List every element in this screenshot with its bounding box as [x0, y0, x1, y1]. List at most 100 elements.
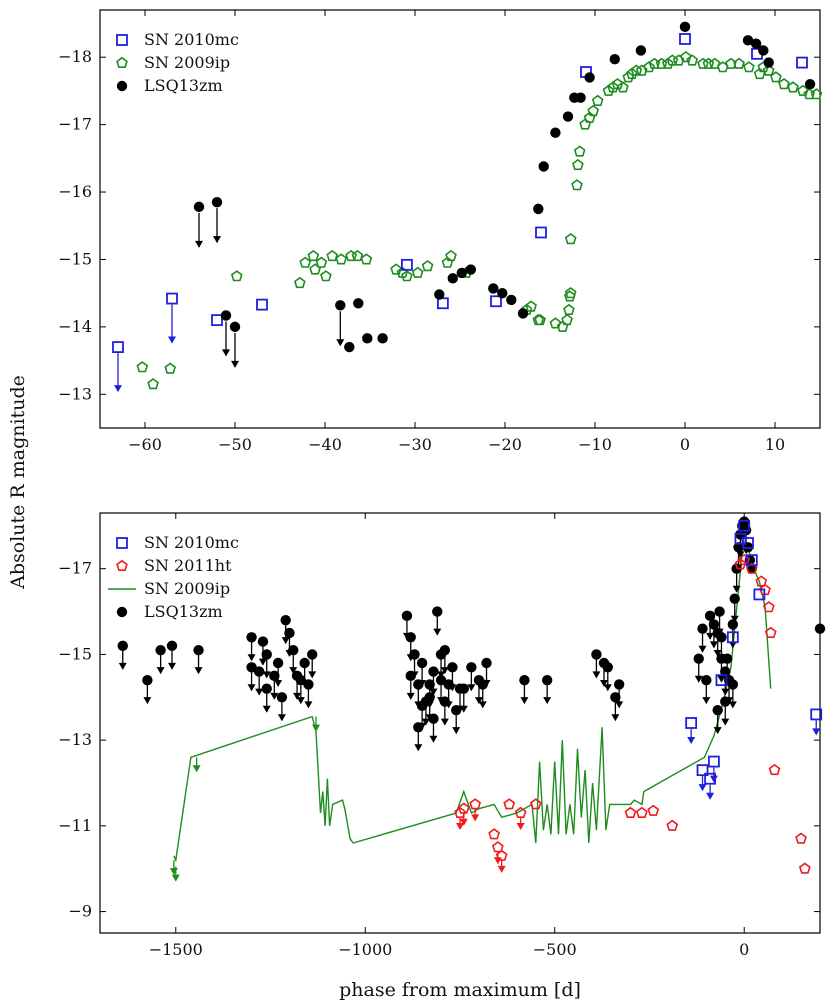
bottom-point-lsq13zm — [307, 649, 318, 660]
top-point-lsq13zm — [562, 111, 574, 122]
bottom-upper-limit-lsq13zm-head — [258, 658, 267, 666]
bottom-point-lsq13zm — [117, 640, 128, 652]
bottom-point-lsq13zm — [447, 662, 458, 673]
top-point-sn2009ip — [787, 81, 799, 93]
bottom-point-lsq13zm — [439, 644, 451, 656]
top-point-sn2009ip — [561, 313, 573, 326]
top-point-sn2009ip — [643, 61, 655, 73]
top-point-sn2009ip — [762, 64, 775, 76]
top-point-sn2009ip — [666, 54, 679, 66]
top-x-tick-label: −30 — [398, 435, 432, 454]
bottom-upper-limit-lsq13zm-head — [262, 705, 271, 713]
bottom-point-sn2010mc — [810, 708, 823, 721]
bottom-point-lsq13zm — [591, 649, 602, 660]
bottom-point-lsq13zm — [246, 632, 257, 643]
top-point-sn2009ip — [401, 270, 413, 282]
top-point-sn2009ip — [315, 256, 328, 268]
bottom-point-lsq13zm — [720, 696, 731, 707]
top-legend-label-lsq13zm: LSQ13zm — [144, 76, 223, 95]
top-x-tick-label: −20 — [488, 435, 522, 454]
top-point-sn2009ip — [635, 64, 648, 76]
bottom-point-lsq13zm — [405, 632, 416, 643]
bottom-upper-limit-lsq13zm-head — [143, 697, 152, 705]
top-point-sn2009ip — [525, 300, 537, 312]
bottom-point-lsq13zm — [727, 619, 739, 630]
bottom-point-sn2011ht — [764, 626, 777, 639]
top-point-sn2009ip — [611, 78, 624, 90]
bottom-point-lsq13zm — [432, 606, 443, 617]
y-axis-title: Absolute R magnitude — [7, 375, 29, 590]
top-point-sn2009ip — [662, 57, 674, 69]
bottom-point-lsq13zm — [701, 674, 712, 686]
bottom-upper-limit-lsq13zm-head — [277, 714, 286, 722]
bottom-plot-frame — [99, 512, 821, 934]
bottom-point-sn2010mc — [726, 631, 739, 644]
bottom-point-lsq13zm — [613, 679, 625, 690]
top-point-lsq13zm — [804, 78, 816, 90]
bottom-upper-limit-lsq13zm-head — [459, 705, 468, 713]
top-point-sn2009ip — [534, 313, 546, 326]
bottom-point-sn2011ht — [624, 806, 637, 819]
bottom-upper-limit-sn2010mc-head — [698, 784, 707, 792]
top-point-sn2010mc — [436, 297, 449, 310]
bottom-point-lsq13zm — [712, 704, 723, 716]
bottom-point-lsq13zm — [142, 674, 153, 686]
bottom-point-sn2011ht — [488, 828, 501, 840]
top-point-sn2009ip — [672, 54, 685, 66]
top-point-lsq13zm — [353, 298, 364, 309]
bottom-upper-limit-lsq13zm-head — [433, 628, 442, 636]
top-point-lsq13zm — [538, 161, 549, 172]
bottom-upper-limit-lsq13zm-head — [274, 680, 283, 687]
bottom-upper-limit-sn2010mc-head — [706, 792, 715, 800]
top-point-sn2010mc — [211, 314, 223, 327]
bottom-point-sn2011ht — [795, 832, 807, 844]
bottom-point-sn2011ht — [745, 562, 758, 574]
top-point-sn2009ip — [563, 290, 576, 302]
top-upper-limit-lsq13zm-head — [195, 240, 203, 248]
top-point-sn2009ip — [164, 362, 177, 374]
x-axis-title: phase from maximum [d] — [339, 979, 581, 1001]
top-legend-label-sn2010mc: SN 2010mc — [144, 30, 239, 49]
bottom-upper-limit-lsq13zm-head — [452, 727, 461, 735]
bottom-upper-limit-lsq13zm-head — [247, 654, 256, 662]
bottom-point-lsq13zm — [610, 692, 621, 703]
bottom-point-lsq13zm — [541, 674, 553, 686]
bottom-upper-limit-lsq13zm-head — [732, 585, 741, 593]
bottom-panel: −1500 −1000 −500 0−9−11−13−15−17 SN 2010mcS… — [58, 512, 826, 959]
top-point-sn2009ip — [320, 270, 332, 282]
top-upper-limit-lsq13zm-head — [213, 236, 221, 244]
bottom-point-sn2011ht — [503, 798, 516, 810]
bottom-upper-limit-lsq13zm-head — [437, 671, 446, 679]
bottom-point-lsq13zm — [720, 666, 731, 677]
bottom-point-sn2010mc — [745, 554, 758, 567]
top-x-tick-label: −50 — [218, 435, 252, 454]
top-point-sn2009ip — [607, 81, 619, 93]
top-point-lsq13zm — [763, 57, 774, 68]
top-point-lsq13zm — [497, 287, 508, 299]
bottom-point-lsq13zm — [193, 644, 204, 656]
bottom-point-sn2010mc — [696, 764, 709, 777]
top-point-sn2009ip — [778, 78, 790, 90]
bottom-point-lsq13zm — [716, 632, 727, 643]
bottom-upper-limit-lsq13zm-head — [611, 714, 620, 722]
bottom-point-sn2011ht — [469, 798, 482, 810]
top-point-sn2009ip — [708, 57, 721, 69]
top-upper-limit-lsq13zm-head — [336, 339, 345, 347]
bottom-upper-limit-lsq13zm-head — [418, 680, 427, 687]
bottom-legend-marker-sn2011ht — [116, 559, 128, 572]
bottom-point-lsq13zm — [435, 674, 447, 686]
bottom-point-sn2011ht — [647, 804, 660, 816]
bottom-upper-limit-sn2009ip-head — [192, 765, 201, 773]
top-point-sn2010mc — [256, 298, 268, 311]
bottom-upper-limit-lsq13zm-head — [713, 650, 722, 657]
bottom-legend-label-lsq13zm: LSQ13zm — [144, 602, 223, 621]
top-point-sn2009ip — [630, 64, 643, 76]
top-point-sn2009ip — [743, 61, 755, 73]
bottom-upper-limit-lsq13zm-head — [448, 684, 457, 692]
top-point-sn2009ip — [571, 179, 583, 191]
top-point-sn2009ip — [299, 256, 312, 268]
bottom-point-sn2010mc — [753, 588, 766, 601]
bottom-point-lsq13zm — [257, 636, 269, 647]
bottom-upper-limit-lsq13zm-head — [429, 688, 438, 696]
bottom-legend-label-sn2009ip: SN 2009ip — [144, 579, 230, 598]
